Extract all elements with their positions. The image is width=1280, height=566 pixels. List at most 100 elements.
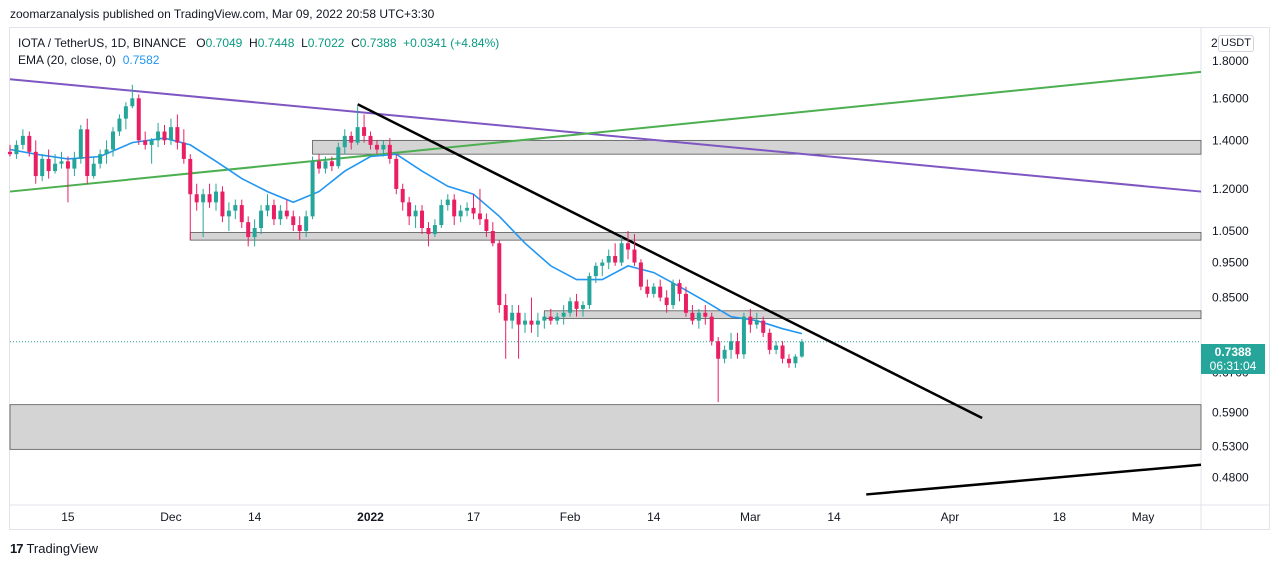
y-tick-label: 1.0500 <box>1212 224 1249 238</box>
candle <box>136 94 141 145</box>
candle <box>65 156 70 203</box>
countdown-value: 06:31:04 <box>1209 359 1257 373</box>
x-tick-label: 14 <box>248 510 262 524</box>
candle-body <box>310 161 315 217</box>
y-tick-label: 0.5900 <box>1212 406 1249 420</box>
candle-body <box>181 142 186 159</box>
candle <box>664 290 669 313</box>
y-tick-label: 1.6000 <box>1212 91 1249 105</box>
candle <box>40 154 45 182</box>
candle-body <box>284 210 289 217</box>
candle-body <box>368 135 373 145</box>
candle <box>271 199 276 226</box>
tradingview-logo[interactable]: 17 TradingView <box>10 541 98 556</box>
candle <box>246 216 251 247</box>
candle-body <box>214 191 219 203</box>
candle-body <box>336 147 341 167</box>
trendline-black-up <box>866 463 1202 496</box>
candle-body <box>503 305 508 321</box>
x-tick-label: 2022 <box>357 510 384 524</box>
candle-body <box>78 129 83 159</box>
candle <box>716 336 721 403</box>
candle <box>297 216 302 241</box>
candle <box>33 140 38 184</box>
candle-body <box>162 131 167 141</box>
candle <box>774 341 779 355</box>
high-label: H <box>249 36 258 50</box>
candle <box>162 124 167 145</box>
candle <box>14 140 19 159</box>
candle <box>761 316 766 337</box>
ema-label[interactable]: EMA (20, close, 0) <box>18 53 117 67</box>
x-tick-label: 18 <box>1053 510 1067 524</box>
candle-body <box>626 243 631 250</box>
candle <box>477 188 482 226</box>
candle <box>123 102 128 130</box>
low-label: L <box>301 36 308 50</box>
candle-body <box>619 243 624 263</box>
x-tick-label: 15 <box>61 510 75 524</box>
candle <box>580 301 585 317</box>
candle-body <box>40 158 45 177</box>
candle-body <box>696 312 701 321</box>
candle-body <box>651 286 656 294</box>
candle-body <box>426 228 431 235</box>
candle-body <box>452 199 457 217</box>
axis-top-label: 2 <box>1211 36 1218 50</box>
candle-body <box>143 140 148 145</box>
candle <box>8 144 12 157</box>
candle-body <box>754 320 759 325</box>
high-value: 0.7448 <box>257 36 295 50</box>
candle <box>729 332 734 359</box>
candle <box>252 219 257 247</box>
candle <box>239 199 244 229</box>
symbol-name[interactable]: IOTA / TetherUS, 1D, BINANCE <box>18 36 187 50</box>
candle <box>703 305 708 325</box>
candle-body <box>72 158 77 169</box>
candle-body <box>271 205 276 220</box>
candle <box>432 219 437 238</box>
candle-body <box>123 106 128 119</box>
candle-body <box>136 98 141 141</box>
candle-body <box>568 301 573 313</box>
candle <box>91 156 96 179</box>
candle <box>226 202 231 231</box>
candle <box>568 297 573 317</box>
candle <box>793 354 798 368</box>
chart-legend: IOTA / TetherUS, 1D, BINANCE O0.7049 H0.… <box>18 35 499 69</box>
candle <box>188 154 193 241</box>
candle-body <box>394 158 399 189</box>
candle <box>181 129 186 164</box>
candle <box>606 249 611 270</box>
candle-body <box>561 312 566 317</box>
candle <box>516 305 521 359</box>
candle-body <box>59 161 64 164</box>
candle-body <box>510 312 515 321</box>
candle-body <box>329 161 334 167</box>
candle <box>587 272 592 309</box>
candle <box>278 205 283 226</box>
candle-body <box>85 129 90 177</box>
candle <box>310 156 315 220</box>
candle-body <box>53 163 58 172</box>
candle <box>696 308 701 329</box>
candle <box>368 131 373 150</box>
currency-button[interactable]: USDT <box>1218 35 1254 52</box>
candle-body <box>432 225 437 235</box>
zone-3 <box>9 404 1202 450</box>
candle-body <box>323 161 328 169</box>
y-tick-label: 1.8000 <box>1212 54 1249 68</box>
candle-body <box>729 341 734 350</box>
candle-body <box>20 135 25 145</box>
candle-body <box>400 188 405 203</box>
zone-0 <box>312 139 1202 155</box>
candle <box>767 328 772 355</box>
candle <box>600 259 605 277</box>
candle <box>201 188 206 238</box>
candle <box>426 222 431 247</box>
candle-body <box>291 216 296 226</box>
candle <box>593 262 598 284</box>
candle-body <box>535 320 540 325</box>
candle-body <box>104 149 109 155</box>
